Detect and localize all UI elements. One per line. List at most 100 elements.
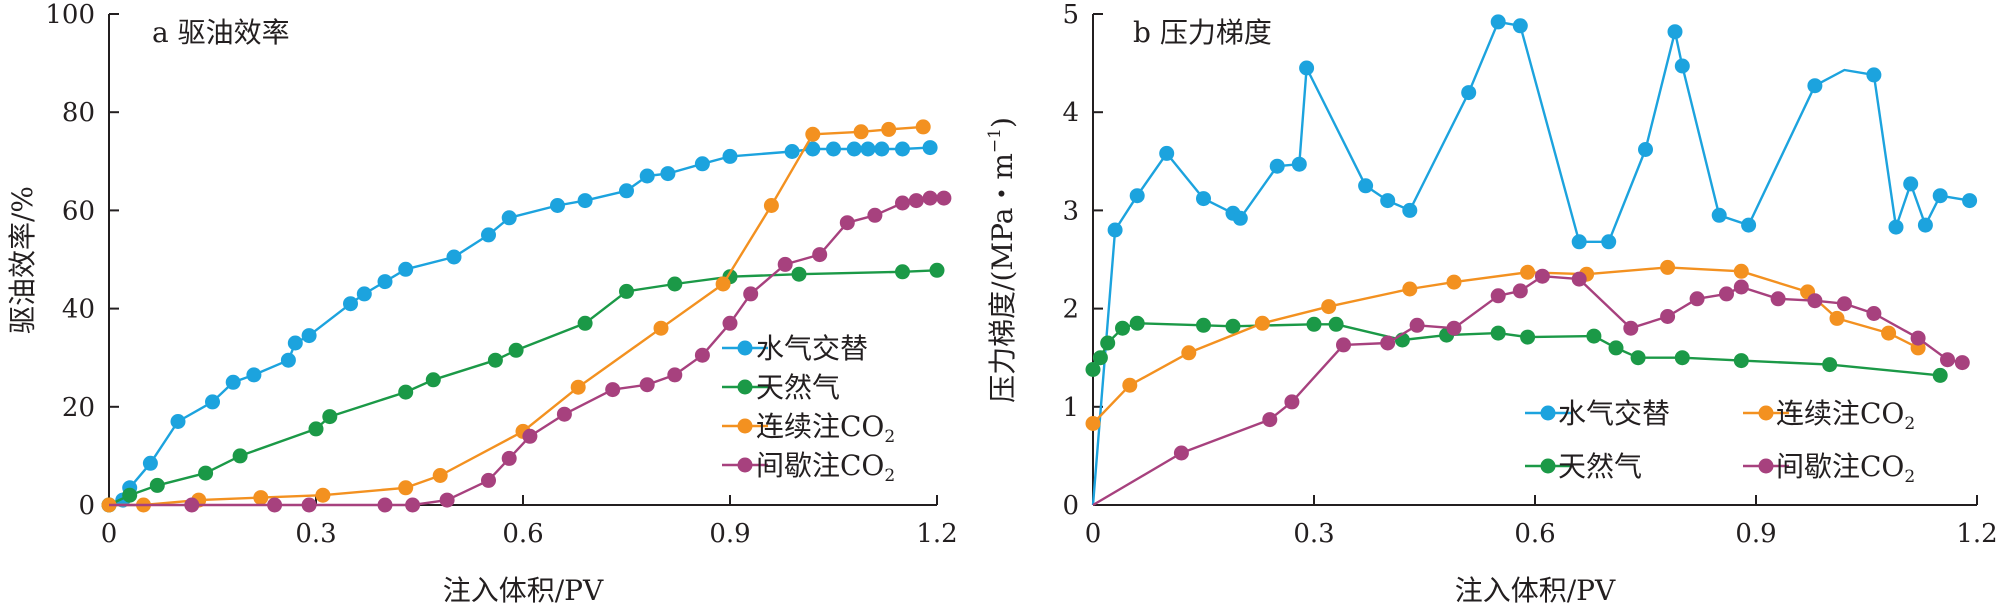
x-tick-label: 0.9 [1735, 519, 1776, 549]
data-point [1358, 178, 1374, 194]
data-point [1711, 207, 1727, 223]
data-point [1225, 318, 1241, 334]
data-point [1321, 299, 1337, 315]
y-axis-label-end: ) [986, 117, 1019, 128]
data-point [1571, 271, 1587, 287]
data-point [1667, 24, 1683, 40]
series-natural_gas [1085, 315, 1948, 383]
legend-label-subscript: 2 [884, 427, 895, 447]
data-point [1807, 78, 1823, 94]
data-point [481, 472, 496, 488]
legend-label: 天然气 [1558, 450, 1642, 483]
data-point [639, 168, 655, 184]
data-point [1822, 357, 1838, 373]
data-point [1623, 320, 1639, 336]
data-point [1638, 142, 1653, 157]
legend-swatch-marker [1540, 458, 1556, 474]
x-tick-label: 0 [1085, 519, 1102, 549]
legend-swatch-marker [737, 379, 753, 395]
data-point [577, 193, 593, 209]
data-point [1446, 320, 1462, 336]
data-point [694, 347, 710, 363]
data-point [826, 141, 841, 157]
data-point [446, 249, 462, 265]
data-point [1291, 156, 1307, 172]
panel-title: a 驱油效率 [152, 16, 290, 49]
data-point [743, 286, 759, 302]
data-point [287, 335, 303, 351]
legend-label: 间歇注CO2 [1776, 450, 1915, 487]
data-point [398, 384, 414, 400]
data-point [1733, 353, 1749, 369]
legend-label: 连续注CO2 [1776, 397, 1915, 434]
data-point [1586, 328, 1602, 344]
data-point [805, 126, 821, 142]
data-point [315, 487, 331, 503]
legend-swatch-marker [1758, 458, 1774, 474]
legend-label: 连续注CO2 [756, 410, 895, 447]
series-water_gas [101, 140, 938, 513]
data-point [1490, 14, 1506, 30]
data-point [377, 274, 393, 290]
y-axis-label: 压力梯度/(MPa・m−1) [985, 117, 1019, 403]
data-point [1232, 210, 1248, 226]
x-tick-label: 1.2 [916, 519, 957, 549]
data-point [343, 296, 358, 312]
data-point [570, 379, 586, 395]
data-point [1630, 350, 1646, 366]
legend-swatch-marker [1540, 405, 1556, 421]
data-point [232, 448, 248, 464]
data-point [246, 367, 262, 383]
data-point [853, 124, 869, 140]
y-tick-label: 100 [45, 0, 95, 30]
data-point [1512, 283, 1528, 299]
data-point [860, 141, 876, 157]
data-point [1402, 281, 1418, 297]
y-axis-label-text: 驱油效率/% [6, 186, 39, 334]
legend-label-text: 连续注CO [1776, 397, 1904, 430]
data-point [1881, 325, 1897, 341]
data-point [377, 497, 393, 513]
data-point [1829, 310, 1845, 326]
data-point [1903, 176, 1919, 192]
data-point [667, 276, 683, 292]
series-line [1091, 20, 1970, 506]
data-point [639, 377, 655, 393]
data-point [1932, 188, 1948, 204]
data-point [1402, 202, 1418, 218]
legend-label: 水气交替 [756, 332, 868, 365]
data-point [1461, 85, 1477, 101]
legend-label: 天然气 [756, 371, 840, 404]
data-point [501, 450, 517, 466]
data-point [722, 148, 738, 164]
data-point [867, 207, 883, 223]
data-point [556, 406, 572, 422]
series-water_gas [1091, 14, 1978, 506]
y-tick-label: 5 [1062, 0, 1079, 30]
x-tick-label: 0.3 [1293, 519, 1334, 549]
data-point [280, 352, 296, 368]
data-point [1306, 316, 1322, 332]
data-point [1512, 18, 1528, 34]
data-point [1122, 377, 1138, 393]
data-point [1446, 274, 1462, 290]
data-point [660, 166, 676, 182]
data-point [149, 477, 165, 493]
data-point [322, 409, 338, 425]
legend-label-text: 间歇注CO [1776, 450, 1904, 483]
data-point [936, 190, 952, 206]
data-point [653, 320, 669, 336]
data-point [839, 215, 855, 231]
data-point [1571, 234, 1587, 250]
data-point [1674, 58, 1690, 74]
data-point [805, 141, 821, 157]
series-co2_cont [101, 119, 931, 513]
data-point [1807, 293, 1823, 309]
y-tick-label: 20 [62, 393, 95, 423]
data-point [915, 119, 931, 135]
data-point [1085, 416, 1101, 431]
legend-swatch-marker [737, 457, 753, 473]
data-point [812, 247, 828, 263]
legend-label-subscript: 2 [884, 466, 895, 486]
